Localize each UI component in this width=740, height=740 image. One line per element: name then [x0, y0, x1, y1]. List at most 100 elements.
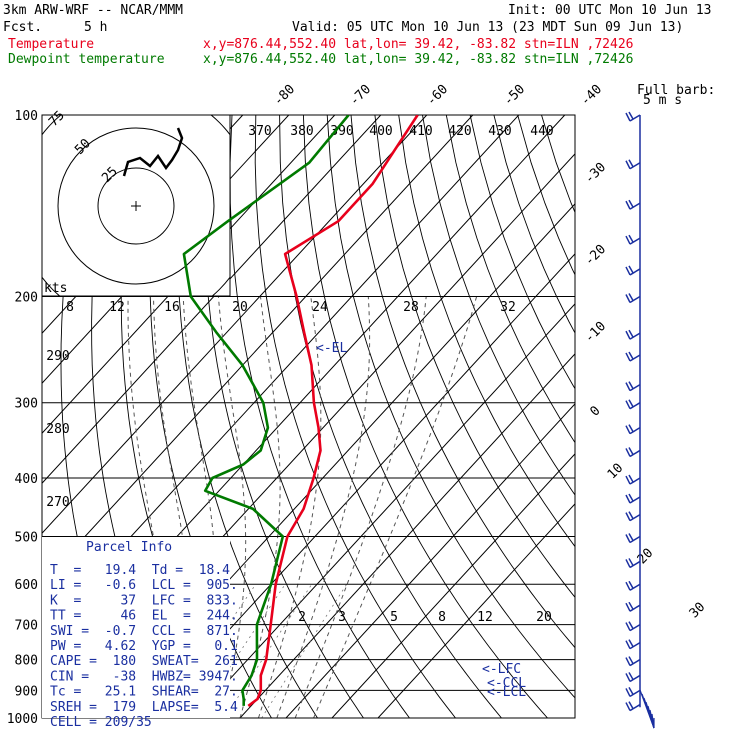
isotherm [331, 453, 575, 718]
theta-label: 400 [369, 124, 392, 139]
parcel-info-row: SREH = 179 LAPSE= 5.4 [50, 700, 238, 715]
model-title: 3km ARW-WRF -- NCAR/MMM [3, 3, 183, 18]
pressure-tick-label: 800 [15, 654, 38, 669]
isotherm [42, 115, 428, 534]
pressure-tick-label: 400 [15, 472, 38, 487]
wind-barb [625, 639, 641, 650]
pressure-tick-label: 300 [15, 397, 38, 412]
isotherm [193, 303, 575, 718]
parcel-info-row: Tc = 25.1 SHEAR= 27. [50, 685, 238, 700]
dewpoint-trace [182, 115, 350, 706]
dewpoint-location: x,y=876.44,552.40 lat,lon= 39.42, -83.82… [203, 52, 633, 67]
pressure-tick-label: 500 [15, 530, 38, 545]
wind-barb [625, 293, 641, 304]
isotherm-label: -20 [582, 242, 609, 269]
moist-adiabat [182, 296, 217, 718]
wind-legend-line1: Full barb: [637, 83, 715, 98]
dry-adiabat [469, 115, 575, 390]
parcel-info-row: LI = -0.6 LCL = 905. [50, 578, 238, 593]
pressure-tick-label: 600 [15, 578, 38, 593]
parcel-info-row: TT = 46 EL = 244. [50, 609, 238, 624]
hodograph-ring [97, 167, 175, 245]
valid-time: Valid: 05 UTC Mon 10 Jun 13 (23 MDT Sun … [292, 20, 683, 35]
wind-barb [625, 111, 641, 122]
parcel-info-row: CELL = 209/35 [50, 715, 152, 730]
isotherm [239, 353, 575, 718]
isotherm-label: -60 [424, 82, 451, 109]
ccl-marker: <-CCL [487, 676, 526, 691]
init-time: Init: 00 UTC Mon 10 Jun 13 [508, 3, 712, 18]
pressure-tick-label: 200 [15, 291, 38, 306]
isotherm-label: -10 [582, 319, 609, 346]
theta-label: 430 [488, 124, 511, 139]
mixing-ratio-label: 24 [312, 300, 328, 315]
wind-barb [625, 701, 641, 712]
wind-barb [625, 447, 641, 458]
wind-barb [625, 381, 641, 392]
parcel-info-row: T = 19.4 Td = 18.4 [50, 563, 230, 578]
pressure-tick-label: 900 [15, 684, 38, 699]
forecast-hours: 5 h [84, 20, 107, 35]
mixing-ratio-label: 20 [536, 610, 552, 625]
theta-label: 380 [290, 124, 313, 139]
mixing-ratio-label: 8 [66, 300, 74, 315]
wind-barb [625, 351, 641, 362]
parcel-info-row: CAPE = 180 SWEAT= 261 [50, 654, 238, 669]
dry-adiabat [176, 115, 318, 718]
mixing-ratio-label: 12 [477, 610, 493, 625]
moist-adiabat [294, 296, 427, 718]
mixing-ratio-label: 2 [298, 610, 306, 625]
wind-barb [625, 234, 641, 245]
lfc-marker: <-LFC [482, 662, 521, 677]
wind-barb [625, 329, 641, 340]
el-marker: <-EL [316, 341, 347, 356]
isotherm [42, 115, 382, 484]
parcel-info-row: PW = 4.62 YGP = 0.1 [50, 639, 238, 654]
isotherm-label: -30 [582, 160, 609, 187]
pressure-tick-label: 1000 [7, 712, 38, 727]
mixing-ratio-label: 32 [500, 300, 516, 315]
lcl-marker: <-LCL [487, 685, 526, 700]
mixing-ratio-label: 20 [232, 300, 248, 315]
mixing-ratio-label: 16 [164, 300, 180, 315]
isotherm-label: 10 [605, 461, 627, 483]
profiles [182, 115, 419, 707]
wind-barb [625, 533, 641, 544]
dewpoint-legend: Dewpoint temperature [8, 52, 165, 67]
isotherm [42, 115, 474, 584]
wind-barb [625, 580, 641, 591]
wind-barb [625, 265, 641, 276]
theta-label: 370 [248, 124, 271, 139]
hodograph-trace [122, 127, 184, 177]
theta-label: 270 [46, 495, 69, 510]
dry-adiabat [229, 115, 410, 718]
isotherm-label: 0 [587, 403, 603, 419]
temperature-location: x,y=876.44,552.40 lat,lon= 39.42, -83.82… [203, 37, 633, 52]
isotherm [42, 115, 336, 434]
moist-adiabat [127, 296, 169, 718]
pressure-tick-label: 700 [15, 619, 38, 634]
wind-barb [625, 558, 641, 569]
mixing-ratio-line [196, 583, 286, 718]
wind-legend-line2: 5 m s [643, 93, 682, 108]
isotherm-label: -80 [271, 82, 298, 109]
mixing-ratio-line [224, 583, 313, 718]
wind-barb [625, 656, 641, 667]
isotherm-label: 30 [687, 600, 709, 622]
dry-adiabat [493, 115, 575, 334]
wind-barb [625, 621, 641, 632]
isotherm-label: -40 [578, 82, 605, 109]
wind-barb [625, 601, 641, 612]
isotherm [377, 503, 575, 718]
dry-adiabat [254, 115, 456, 718]
isotherm-label: 20 [635, 546, 657, 568]
mixing-ratio-label: 28 [403, 300, 419, 315]
parcel-info-title: Parcel Info [86, 540, 172, 555]
mixing-ratio-label: 12 [109, 300, 125, 315]
parcel-info-row: CIN = -38 HWBZ= 3947. [50, 669, 238, 684]
moist-adiabat [153, 296, 192, 718]
pressure-tick-label: 100 [15, 109, 38, 124]
theta-label: 410 [409, 124, 432, 139]
